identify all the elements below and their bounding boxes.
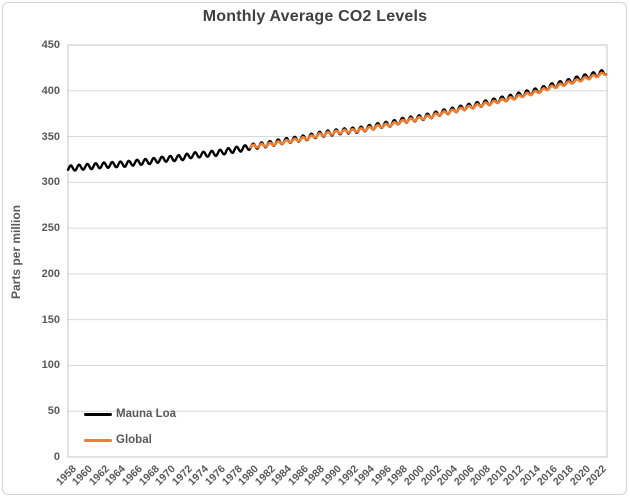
y-tick-label: 300 (41, 176, 60, 189)
y-tick-label: 350 (41, 130, 60, 143)
y-tick-label: 200 (41, 267, 60, 280)
legend-item-global: Global (84, 433, 176, 447)
y-tick-label: 150 (41, 313, 60, 326)
y-tick-label: 250 (41, 222, 60, 235)
mauna-loa-line-swatch (84, 412, 112, 416)
y-tick-label: 50 (47, 405, 60, 418)
y-tick-label: 450 (41, 39, 60, 51)
y-tick-label: 100 (41, 359, 60, 372)
legend: Mauna Loa Global (84, 407, 176, 459)
y-tick-label: 0 (53, 451, 60, 463)
legend-label-global: Global (116, 434, 152, 446)
chart-title: Monthly Average CO2 Levels (202, 8, 428, 25)
y-tick-label: 400 (41, 84, 60, 97)
legend-label-mauna-loa: Mauna Loa (116, 408, 177, 420)
global-line-swatch (84, 438, 112, 442)
legend-item-mauna-loa: Mauna Loa (84, 407, 176, 421)
